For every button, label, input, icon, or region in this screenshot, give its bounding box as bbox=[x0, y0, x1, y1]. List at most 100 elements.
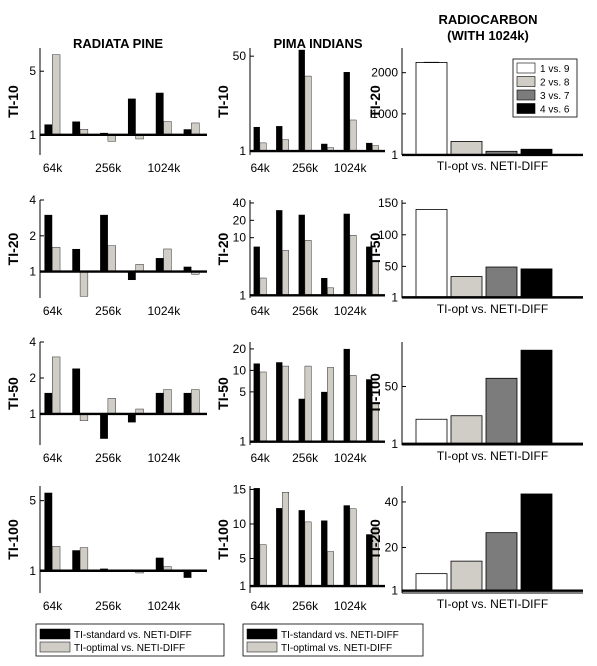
y-tick-label: 5 bbox=[239, 385, 246, 399]
x-tick-label: 64k bbox=[250, 304, 270, 318]
chart-panel-2: 1 50 TI-10 64k 256k 1024k bbox=[215, 48, 385, 175]
bar-2 bbox=[450, 141, 483, 156]
y-tick-label: 1 bbox=[391, 437, 398, 451]
x-axis-label: TI-opt vs. NETI-DIFF bbox=[437, 159, 548, 173]
bar-standard bbox=[321, 391, 328, 442]
bar-2 bbox=[450, 276, 483, 298]
bar-standard bbox=[276, 362, 283, 442]
x-tick-label: 64k bbox=[250, 451, 270, 465]
bar-optimal bbox=[163, 121, 172, 136]
bar-standard bbox=[44, 392, 53, 414]
y-tick-label: 20 bbox=[233, 213, 247, 227]
bar-standard bbox=[343, 348, 350, 442]
y-tick-label: 1 bbox=[29, 407, 36, 421]
bar-optimal bbox=[52, 356, 61, 415]
x-axis-label: TI-opt vs. NETI-DIFF bbox=[437, 597, 548, 611]
y-axis-label: TI-50 bbox=[5, 377, 21, 410]
bar-1 bbox=[415, 418, 448, 445]
bar-standard bbox=[298, 214, 305, 296]
legend-swatch-3 bbox=[516, 89, 536, 101]
bar-standard bbox=[100, 413, 108, 439]
bar-standard bbox=[298, 398, 305, 442]
legend-label: TI-optimal vs. NETI-DIFF bbox=[281, 643, 392, 654]
y-tick-label: 4 bbox=[29, 335, 36, 349]
y-tick-label: 1 bbox=[29, 564, 36, 578]
x-tick-label: 256k bbox=[292, 161, 319, 175]
y-tick-label: 4 bbox=[29, 193, 36, 207]
bar-standard bbox=[72, 248, 81, 272]
bar-4 bbox=[520, 493, 553, 592]
y-tick-label: 5 bbox=[29, 64, 36, 78]
legend-swatch-1 bbox=[516, 62, 536, 74]
bar-optimal bbox=[79, 547, 89, 571]
bar-standard bbox=[298, 510, 305, 587]
bar-optimal bbox=[282, 365, 289, 442]
y-axis-label: TI-20 bbox=[5, 232, 21, 265]
chart-panel-8: 1 5 10 20 TI-50 64k 256k 1024k bbox=[215, 342, 385, 465]
y-tick-label: 10 bbox=[233, 231, 247, 245]
bar-standard bbox=[276, 126, 283, 152]
chart-panel-10: 1 5 TI-100 64k 256k 1024k bbox=[5, 486, 207, 613]
x-tick-label: 256k bbox=[95, 451, 122, 465]
y-tick-label: 1 bbox=[239, 144, 246, 158]
bar-standard bbox=[321, 143, 328, 152]
bar-standard bbox=[253, 363, 260, 442]
y-axis-label: TI-100 bbox=[215, 519, 231, 560]
column-title-radiata: RADIATA PINE bbox=[73, 36, 163, 51]
legend-swatch-4 bbox=[516, 103, 536, 114]
bar-optimal bbox=[304, 240, 312, 296]
bar-standard bbox=[183, 129, 192, 135]
bar-optimal bbox=[52, 247, 61, 272]
bar-3 bbox=[485, 377, 518, 445]
y-tick-label: 20 bbox=[233, 342, 247, 356]
bar-optimal bbox=[349, 235, 357, 296]
bar-standard bbox=[366, 534, 373, 587]
bar-optimal bbox=[191, 122, 200, 136]
bar-optimal bbox=[259, 277, 267, 296]
bar-standard bbox=[183, 392, 192, 414]
bar-standard bbox=[366, 379, 373, 442]
legend-pima: TI-standard vs. NETI-DIFF TI-optimal vs. … bbox=[242, 623, 424, 657]
bar-1 bbox=[415, 209, 448, 298]
x-tick-label: 64k bbox=[43, 599, 63, 613]
bar-standard bbox=[183, 570, 192, 578]
x-tick-label: 1024k bbox=[334, 161, 368, 175]
bar-2 bbox=[450, 415, 483, 445]
bar-standard bbox=[100, 214, 108, 272]
bar-standard bbox=[343, 213, 350, 296]
y-tick-label: 5 bbox=[29, 494, 36, 508]
x-tick-label: 1024k bbox=[148, 161, 182, 175]
bar-standard bbox=[298, 49, 305, 152]
y-tick-label: 15 bbox=[233, 482, 247, 496]
bar-standard bbox=[183, 266, 192, 272]
bar-standard bbox=[44, 124, 53, 135]
y-axis-label: TI-50 bbox=[215, 377, 231, 410]
y-tick-label: 40 bbox=[385, 495, 399, 509]
y-axis-label: TI-200 bbox=[367, 519, 383, 560]
bar-1 bbox=[415, 573, 448, 592]
y-axis-label: TI-10 bbox=[5, 85, 21, 118]
legend-label: TI-standard vs. NETI-DIFF bbox=[74, 630, 192, 641]
bar-optimal bbox=[107, 398, 116, 415]
x-axis-label: TI-opt vs. NETI-DIFF bbox=[437, 449, 548, 463]
legend-label: 1 vs. 9 bbox=[540, 64, 570, 75]
y-tick-label: 1 bbox=[239, 288, 246, 302]
x-tick-label: 64k bbox=[43, 451, 63, 465]
bar-4 bbox=[520, 349, 553, 445]
bar-optimal bbox=[107, 245, 116, 272]
column-title-radiocarbon: RADIOCARBON bbox=[439, 12, 538, 27]
bar-standard bbox=[366, 246, 373, 296]
legend-label: TI-standard vs. NETI-DIFF bbox=[281, 630, 399, 641]
x-tick-label: 1024k bbox=[148, 599, 182, 613]
bar-4 bbox=[520, 268, 553, 298]
y-tick-label: 1 bbox=[29, 265, 36, 279]
y-tick-label: 50 bbox=[385, 379, 399, 393]
bar-optimal bbox=[163, 389, 172, 415]
bar-standard bbox=[127, 271, 136, 281]
chart-panel-4: 1 2 4 TI-20 64k 256k 1024k bbox=[5, 193, 207, 318]
legend-swatch-optimal bbox=[39, 641, 71, 653]
y-tick-label: 10 bbox=[233, 363, 247, 377]
